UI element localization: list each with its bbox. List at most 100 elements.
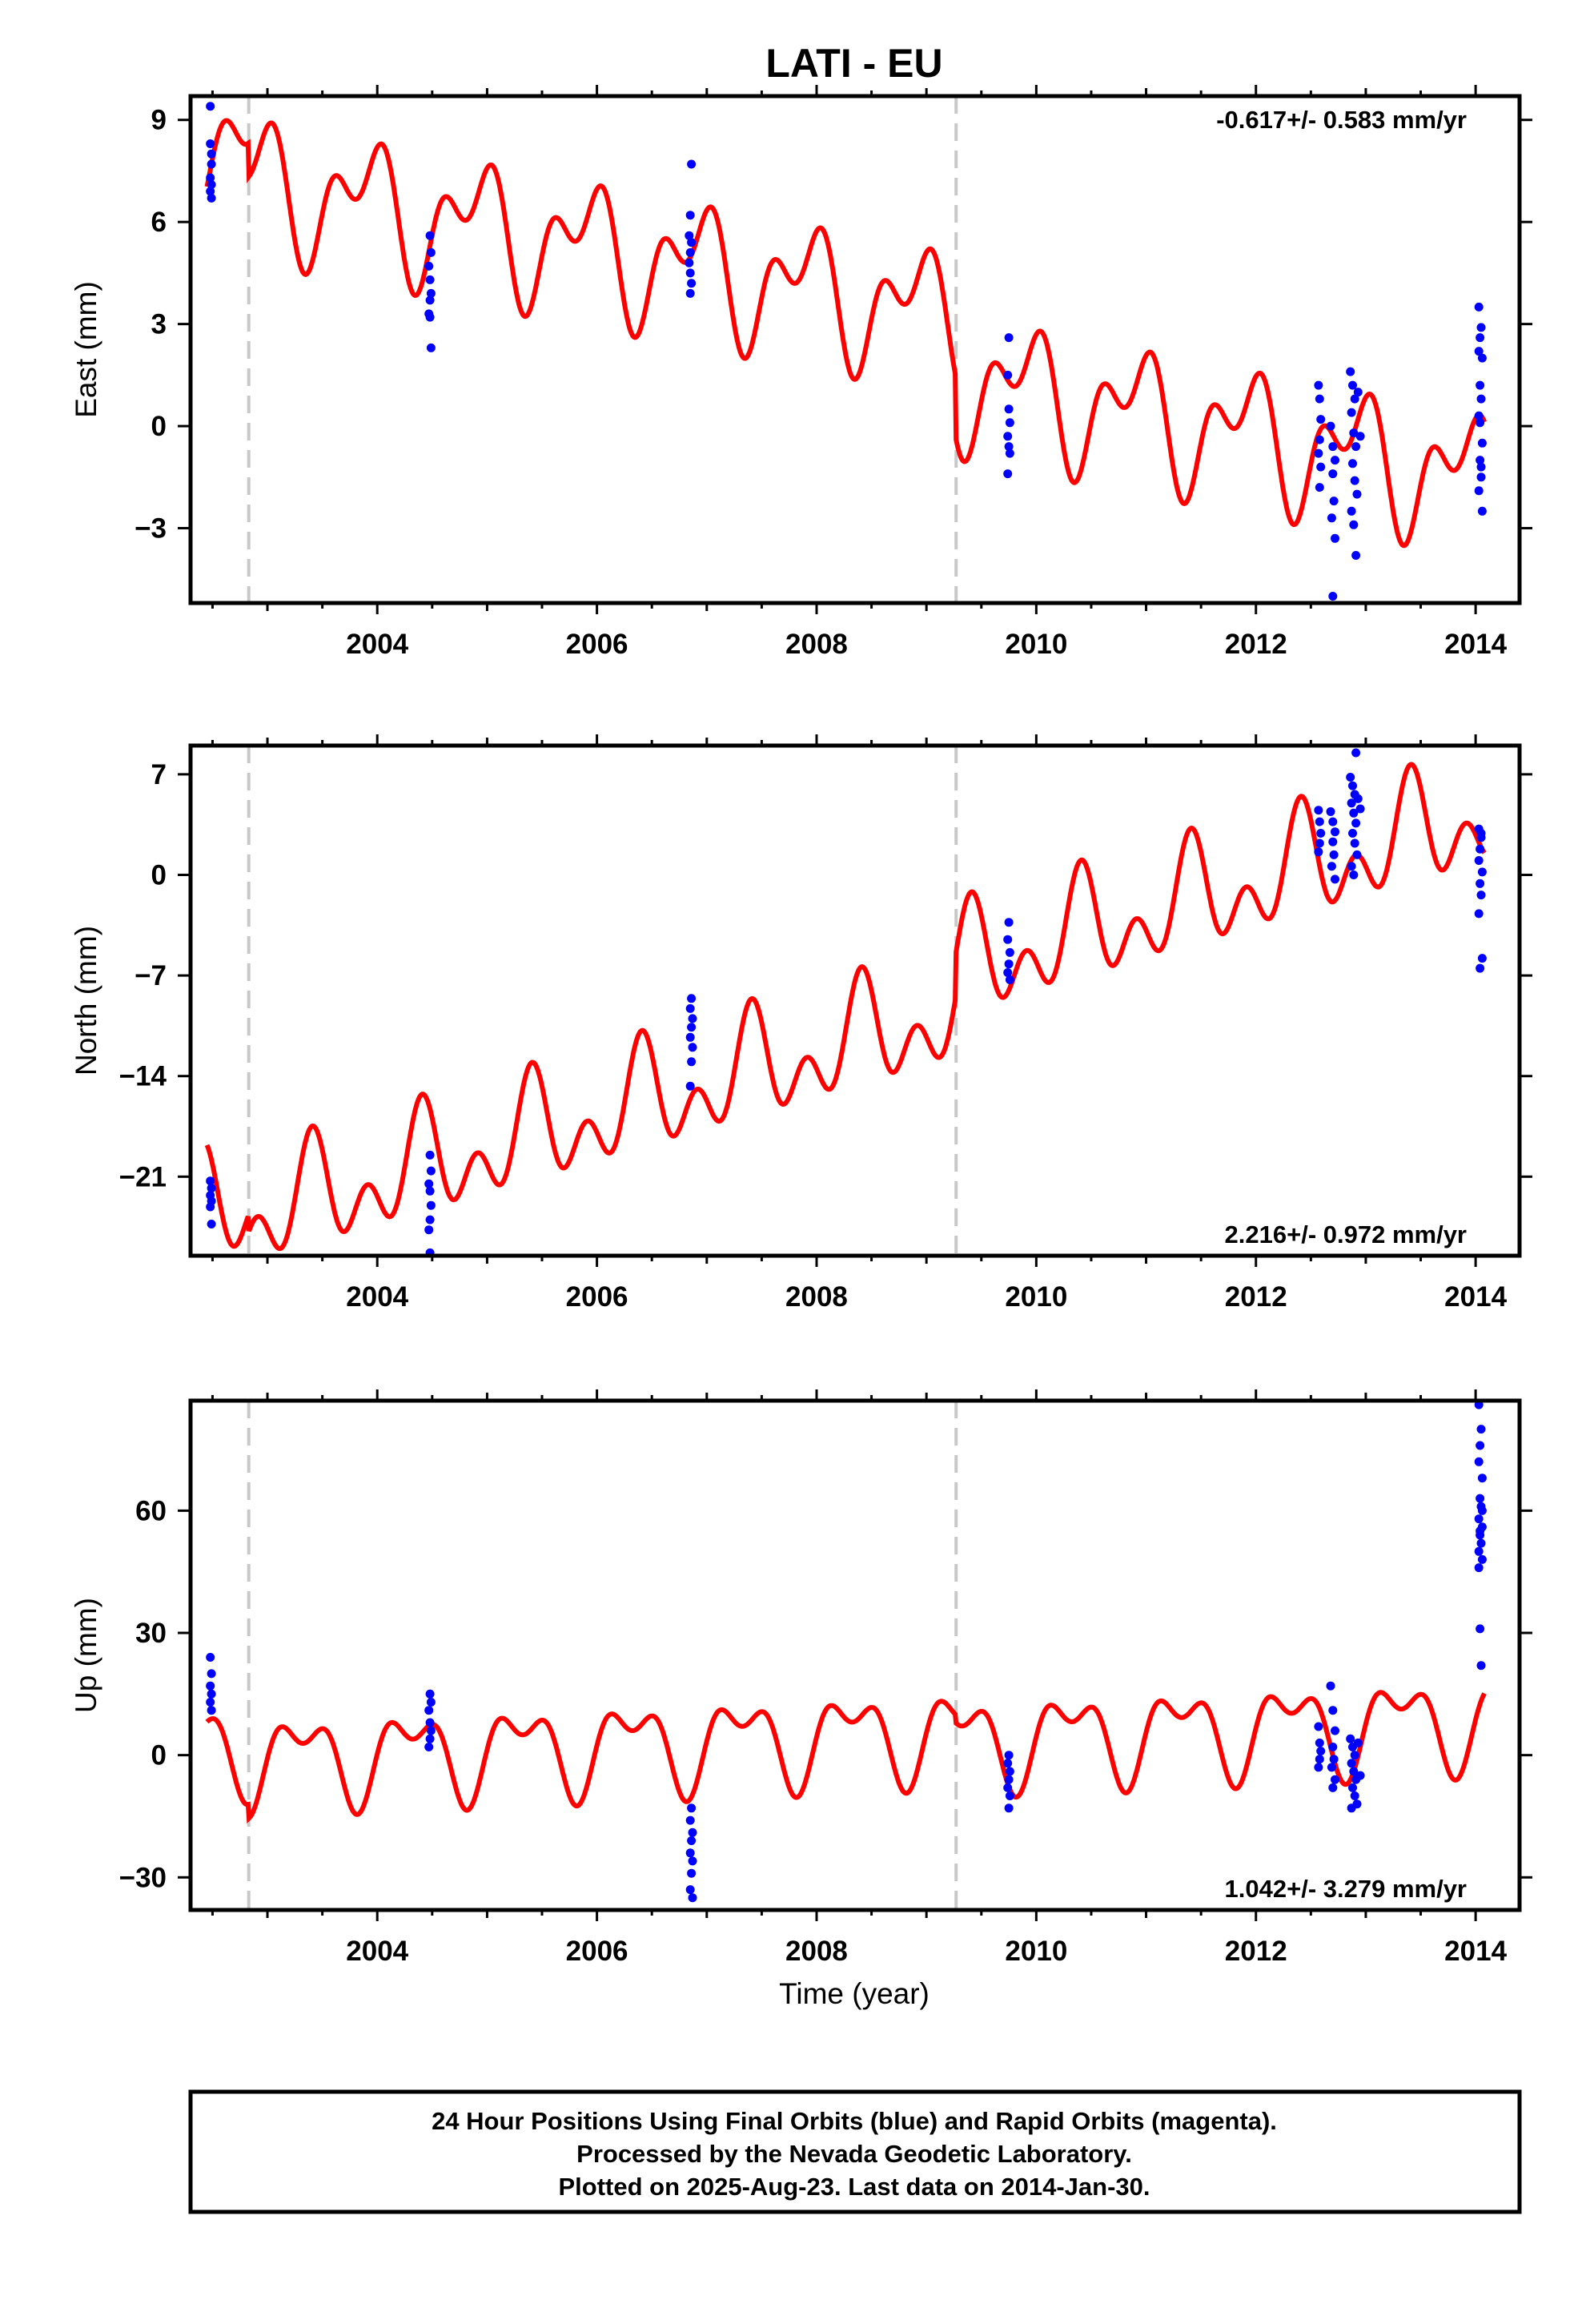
x-tick-label: 2004 (346, 629, 408, 660)
data-point (1005, 1791, 1014, 1800)
model-curve (205, 1690, 1487, 1824)
data-point (207, 193, 216, 203)
data-point (1474, 411, 1484, 420)
data-point (1004, 442, 1014, 452)
data-point (1326, 807, 1335, 816)
data-point (687, 1057, 697, 1067)
data-point (1315, 394, 1324, 404)
x-tick-label: 2006 (566, 1281, 628, 1313)
data-point (1349, 428, 1359, 438)
data-point (206, 1653, 215, 1662)
x-tick-label: 2010 (1005, 629, 1067, 660)
data-point (1476, 456, 1485, 465)
data-point (1474, 856, 1484, 865)
data-point (687, 159, 697, 169)
data-point (1350, 476, 1359, 485)
data-point (1315, 435, 1324, 444)
data-point (685, 1885, 695, 1895)
east-panel: 2004 2006 2008 2010 2012 2014 9 6 3 0 −3 East (mm) -… (70, 85, 1532, 660)
data-point (425, 312, 435, 322)
data-point (425, 231, 435, 240)
y-axis-label: North (mm) (70, 926, 102, 1076)
data-point (1477, 1474, 1487, 1483)
data-point (1004, 333, 1014, 343)
data-point (1331, 533, 1339, 543)
y-axis-label: Up (mm) (70, 1598, 102, 1713)
y-tick-label: 3 (151, 309, 167, 340)
data-point (426, 1726, 436, 1735)
data-point (1348, 1783, 1357, 1792)
data-point (425, 296, 435, 305)
y-tick-label: 0 (151, 411, 167, 442)
data-point (207, 1706, 216, 1715)
data-point (1346, 773, 1355, 782)
data-point (1315, 483, 1324, 493)
footer-line-3: Plotted on 2025-Aug-23. Last data on 201… (558, 2173, 1150, 2201)
data-point (687, 994, 697, 1003)
y-tick-label: 7 (151, 759, 167, 790)
data-point (1476, 1538, 1486, 1548)
y-tick-label: −14 (119, 1061, 167, 1092)
data-point (1005, 975, 1014, 984)
x-tick-label: 2012 (1225, 1936, 1287, 1967)
data-point (425, 1150, 435, 1160)
y-axis-label: East (mm) (70, 281, 102, 418)
footer-frame (188, 2089, 1522, 2214)
y-tick-label: 60 (135, 1495, 167, 1526)
data-point (1351, 551, 1361, 560)
data-point (1476, 1624, 1485, 1634)
y-tick-label: 0 (151, 859, 167, 891)
data-point (685, 231, 694, 240)
data-point (207, 1220, 216, 1228)
data-point (1003, 1759, 1013, 1768)
data-point (1476, 323, 1486, 332)
x-tick-label: 2010 (1005, 1936, 1067, 1967)
data-point (1476, 394, 1486, 404)
data-point (207, 1184, 216, 1193)
data-point (1347, 798, 1356, 808)
data-point (685, 1003, 695, 1013)
data-point (688, 1856, 697, 1866)
data-point (1329, 1755, 1339, 1764)
data-point (1316, 462, 1326, 472)
data-point (1328, 837, 1338, 846)
data-point (1004, 404, 1014, 414)
data-point (1474, 1546, 1484, 1556)
y-tick-label: 0 (151, 1740, 167, 1771)
footer-box: 24 Hour Positions Using Final Orbits (bl… (188, 2089, 1522, 2214)
data-point (1351, 818, 1361, 828)
data-point (1328, 592, 1338, 601)
data-point (1349, 520, 1359, 529)
data-point (1315, 838, 1324, 848)
data-point (1355, 432, 1365, 441)
north-panel: 2004 2006 2008 2010 2012 2014 7 0 −7 −14 −21 North … (70, 734, 1532, 1313)
data-point (206, 187, 215, 196)
data-point (1474, 302, 1484, 312)
data-point (1355, 1771, 1365, 1780)
data-point (1314, 1763, 1323, 1772)
data-point (1477, 867, 1487, 877)
data-point (1476, 963, 1485, 973)
data-point (685, 1081, 695, 1091)
x-tick-label: 2008 (785, 1936, 848, 1967)
x-tick-label: 2004 (346, 1936, 408, 1967)
x-tick-label: 2008 (785, 629, 848, 660)
data-point (1329, 850, 1339, 859)
data-point (1314, 1722, 1323, 1731)
x-tick-label: 2010 (1005, 1281, 1067, 1313)
data-point (426, 1200, 436, 1210)
data-point (1348, 380, 1357, 390)
data-point (1003, 370, 1013, 380)
y-tick-label: −3 (135, 513, 167, 545)
data-point (1476, 1661, 1486, 1671)
data-point (1329, 497, 1339, 506)
data-point (206, 1681, 215, 1691)
plot-frame (188, 743, 1522, 1258)
data-point (1314, 380, 1323, 390)
data-point (1474, 347, 1484, 356)
data-point (1328, 1743, 1338, 1751)
data-point (1477, 954, 1487, 963)
data-point (1474, 909, 1484, 919)
data-point (1004, 1751, 1014, 1760)
data-point (206, 102, 215, 111)
